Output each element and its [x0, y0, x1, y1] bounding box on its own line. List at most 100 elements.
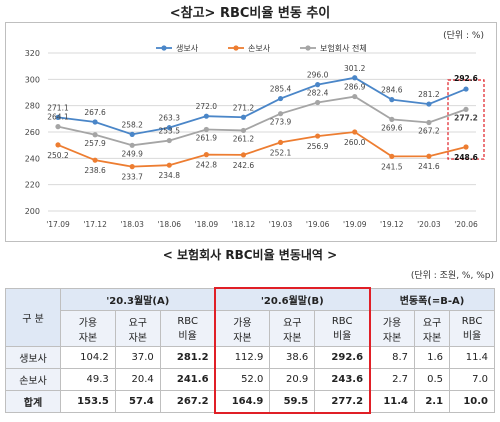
highlight-box-chart	[447, 79, 485, 160]
data-point	[315, 82, 321, 88]
table-cell: 57.4	[114, 390, 161, 413]
legend-label: 손보사	[248, 44, 271, 53]
data-point	[240, 152, 247, 158]
data-point	[277, 111, 284, 117]
data-label: 285.4	[270, 85, 292, 94]
data-point	[129, 131, 135, 137]
data-point	[426, 101, 432, 107]
legend-label: 보험회사 전체	[320, 43, 367, 53]
data-point	[203, 113, 209, 119]
data-label: 264.1	[47, 113, 69, 122]
table-cell: 7.0	[449, 368, 495, 391]
data-label: 253.5	[159, 127, 181, 136]
table-cell: 20.4	[114, 368, 161, 391]
highlight-box	[214, 287, 371, 414]
data-label: 272.0	[196, 102, 218, 111]
table-group-header: '20.3월말(A)	[60, 288, 216, 311]
table-cell: 2.7	[369, 368, 415, 391]
table-cell: 241.6	[159, 368, 216, 391]
rbc-table: 구 분 '20.3월말(A) '20.6월말(B) 변동폭(=B-A) 가용 자본…	[5, 288, 495, 413]
data-label: 248.6	[454, 153, 478, 162]
data-point	[92, 119, 98, 125]
data-label: 252.1	[270, 148, 292, 157]
x-tick-label: '17.09	[46, 220, 70, 229]
chart-container: 200 220 240 260 280 300 320 '17.09 '17.12 '18.03 '…	[5, 22, 497, 242]
series-line	[57, 131, 467, 168]
data-label: 256.9	[307, 142, 329, 151]
data-point	[55, 124, 61, 130]
data-point	[129, 164, 135, 170]
data-point	[277, 95, 284, 102]
chart-title: <참고> RBC비율 변동 추이	[169, 6, 331, 21]
data-label: 242.6	[233, 161, 255, 170]
data-label: 263.3	[159, 114, 181, 123]
x-tick-label: '18.06	[157, 220, 181, 229]
data-label: 233.7	[121, 173, 143, 182]
data-point	[352, 75, 358, 81]
table-cell: 11.4	[369, 390, 415, 413]
data-point	[203, 126, 209, 133]
data-label: 281.2	[418, 90, 440, 99]
data-point	[426, 153, 432, 159]
data-point	[315, 133, 321, 139]
data-label: 267.2	[418, 127, 440, 136]
legend-marker	[161, 45, 167, 51]
data-point	[55, 142, 61, 148]
table-subheader: RBC 비율	[449, 310, 495, 347]
table-cell: 0.5	[413, 368, 451, 391]
legend-marker	[233, 45, 239, 51]
table-row-label: 생보사	[5, 346, 61, 369]
legend-label: 생보사	[176, 43, 199, 53]
y-tick-label: 320	[25, 49, 40, 58]
data-label: 234.8	[159, 171, 181, 180]
x-tick-label: '19.12	[380, 220, 404, 229]
line-chart: 200 220 240 260 280 300 320 '17.09 '17.12 '18.03 '…	[25, 43, 485, 229]
data-point	[389, 116, 395, 122]
data-label: 271.1	[47, 103, 69, 112]
x-tick-label: '18.03	[120, 220, 144, 229]
x-tick-label: '19.09	[343, 220, 367, 229]
table-cell: 104.2	[60, 346, 116, 369]
data-point	[166, 137, 172, 144]
y-tick-label: 240	[25, 154, 40, 163]
data-label: 286.9	[344, 83, 366, 92]
x-tick-label: '18.09	[195, 220, 219, 229]
y-tick-label: 220	[25, 181, 40, 190]
data-label: 258.2	[121, 120, 143, 129]
table-subheader: RBC 비율	[314, 310, 371, 347]
y-tick-label: 200	[25, 207, 40, 216]
data-point	[389, 97, 395, 103]
table-subheader: 요구 자본	[114, 310, 161, 347]
data-label: 282.4	[307, 89, 329, 98]
data-label: 260.0	[344, 138, 366, 147]
data-point	[352, 93, 358, 100]
data-label: 261.9	[196, 133, 218, 142]
data-point	[463, 106, 469, 112]
x-tick-label: '19.03	[269, 220, 293, 229]
data-label: 301.2	[344, 64, 366, 73]
table-group-header: 변동폭(=B-A)	[369, 288, 495, 311]
data-point	[166, 162, 172, 168]
data-point	[426, 119, 432, 126]
table-cell: 8.7	[369, 346, 415, 369]
data-label: 267.6	[84, 108, 106, 117]
data-label: 269.6	[381, 123, 403, 132]
data-point	[203, 152, 209, 158]
data-label: 271.2	[233, 103, 255, 112]
data-point	[92, 132, 98, 138]
legend-marker	[305, 45, 311, 51]
data-label: 296.0	[307, 71, 329, 80]
table-cell: 153.5	[60, 390, 116, 413]
y-tick-label: 280	[25, 102, 40, 111]
table-cell: 10.0	[449, 390, 495, 413]
data-label: 257.9	[84, 139, 106, 148]
table-cell: 267.2	[159, 390, 216, 413]
x-tick-label: '18.12	[232, 220, 256, 229]
series-line	[57, 95, 467, 147]
table-subheader: RBC 비율	[159, 310, 216, 347]
table-cell: 49.3	[60, 368, 116, 391]
table-row: 합계 153.5 57.4 267.2 164.9 59.5 277.2 11.4 2.1 10.…	[5, 390, 495, 413]
x-tick-label: '20.03	[417, 220, 441, 229]
table-subheader: 요구 자본	[269, 310, 316, 347]
data-label: 241.6	[418, 162, 440, 171]
